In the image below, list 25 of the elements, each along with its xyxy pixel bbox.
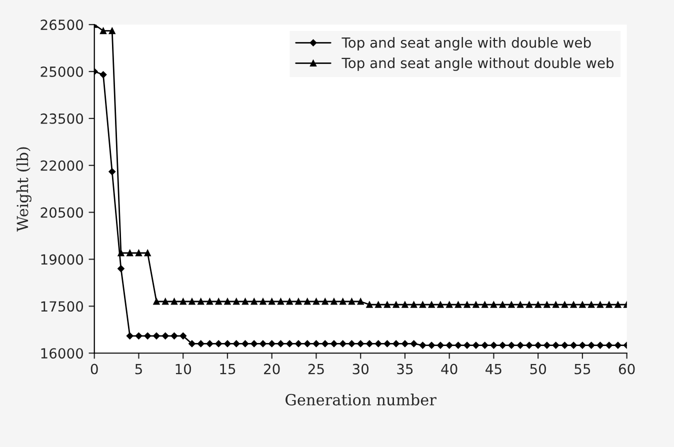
x-tick-label: 60 — [618, 364, 635, 374]
x-tick-label: 45 — [486, 364, 502, 374]
x-tick-label: 30 — [352, 364, 369, 374]
x-tick-label: 0 — [90, 364, 98, 374]
y-tick-label: 19000 — [41, 254, 84, 265]
x-tick-label: 20 — [264, 364, 280, 374]
y-tick-label: 16000 — [41, 348, 84, 359]
y-tick-label: 23500 — [40, 113, 84, 124]
legend-label: Top and seat angle with double web — [342, 37, 591, 51]
x-tick-label: 40 — [441, 364, 458, 374]
x-axis-title: Generation number — [286, 394, 436, 406]
y-tick-label: 26500 — [40, 20, 84, 30]
x-tick-label: 55 — [574, 364, 590, 374]
x-tick-label: 15 — [220, 364, 236, 374]
y-axis-title: Weight (lb) — [16, 147, 32, 232]
y-tick-label: 22000 — [40, 160, 84, 171]
legend-label: Top and seat angle without double web — [342, 57, 614, 71]
x-tick-label: 10 — [176, 364, 192, 374]
x-tick-label: 25 — [308, 364, 324, 374]
x-tick-label: 35 — [397, 364, 413, 374]
y-tick-label: 25000 — [40, 66, 84, 77]
x-tick-label: 50 — [530, 364, 546, 374]
y-tick-label: 20500 — [40, 207, 84, 218]
x-tick-label: 5 — [135, 364, 142, 374]
y-tick-label: 17500 — [41, 301, 84, 312]
